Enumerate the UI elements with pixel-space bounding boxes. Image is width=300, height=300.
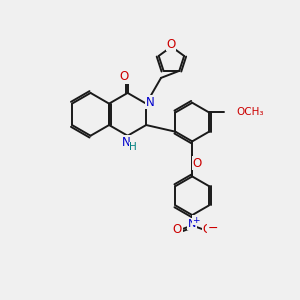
Text: O: O: [202, 224, 212, 236]
Text: O: O: [173, 224, 182, 236]
Text: N: N: [188, 219, 196, 229]
Text: +: +: [192, 216, 200, 225]
Text: −: −: [208, 222, 218, 235]
Text: O: O: [192, 157, 202, 169]
Text: OCH₃: OCH₃: [236, 107, 264, 117]
Text: H: H: [129, 142, 137, 152]
Text: N: N: [122, 136, 130, 149]
Text: O: O: [119, 70, 128, 83]
Text: N: N: [146, 96, 154, 109]
Text: O: O: [166, 38, 176, 51]
